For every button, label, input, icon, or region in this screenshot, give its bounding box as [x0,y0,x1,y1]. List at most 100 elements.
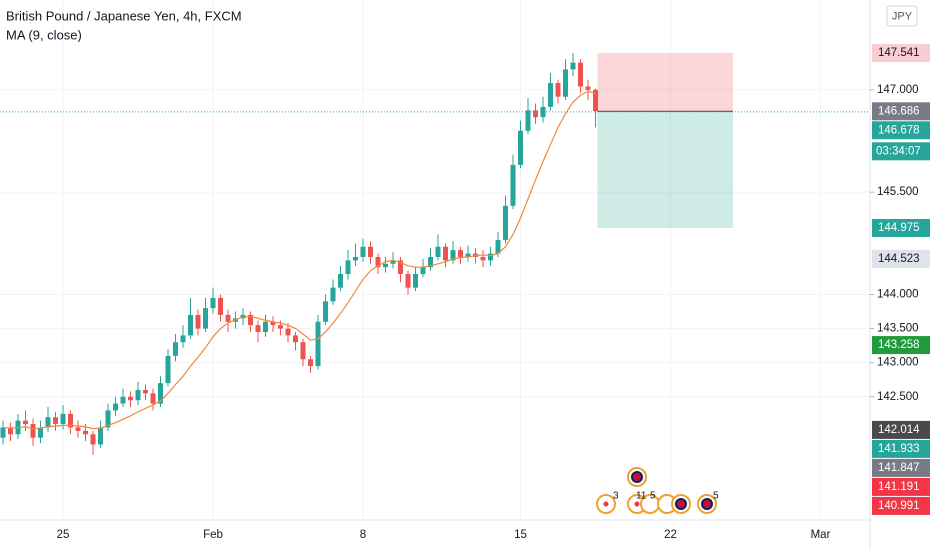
price-label-box [872,420,930,439]
price-label: 140.991 [878,500,920,512]
price-label-box [872,121,930,140]
candle-body [345,260,351,275]
candle-body [113,403,118,411]
price-label-box [872,249,930,268]
currency-badge[interactable] [886,5,918,27]
candle-body [225,314,231,322]
candle-body [443,246,448,261]
candle-body [60,413,66,425]
candle-body [68,413,73,428]
y-tick-label: 143.000 [877,357,919,369]
candle-body [510,164,516,206]
candle-body [353,256,358,261]
candle-body [165,355,171,384]
candle-body [38,427,43,438]
candle-body [53,417,58,425]
candle-body [495,239,501,254]
x-tick-label: 22 [664,529,677,541]
x-tick-label: 15 [514,529,527,541]
candle-body [525,110,531,131]
candle-body [398,260,403,275]
event-count: 5 [650,491,656,502]
price-label-box [872,336,930,355]
event-count: 3 [613,491,619,502]
price-label: 144.523 [878,253,920,265]
chart-title: British Pound / Japanese Yen, 4h, FXCM [6,8,242,23]
candle-body [465,253,471,257]
price-label-box [872,458,930,477]
price-label: 142.014 [878,424,920,436]
events: 3 11 5 5 [596,467,719,514]
candle-body [135,389,141,401]
candle-body [518,130,523,165]
candle-body [555,83,561,97]
candle-body [293,335,298,343]
candle-body [480,256,486,261]
price-label: 146.686 [878,105,920,117]
candle-body [255,325,261,332]
price-label-box [872,496,930,515]
price-label-box [872,477,930,496]
candle-body [278,325,283,329]
candle-body [210,297,216,309]
price-label-box [872,439,930,458]
price-label: 146.678 [878,124,920,136]
price-label: 141.847 [878,462,920,474]
candle-body [300,342,306,360]
candle-body [323,301,328,322]
candle-body [435,246,441,257]
y-tick-label: 145.500 [877,186,919,198]
event-dot [603,501,609,507]
candle-body [330,287,336,302]
y-tick-label: 143.500 [877,323,919,335]
price-label-box [872,102,930,121]
candle-body [8,427,13,435]
countdown-box [872,142,930,161]
candle-body [428,256,433,268]
candle-body [368,246,373,257]
price-label: 147.541 [878,47,920,59]
candle-body [375,256,381,268]
price-label: 143.258 [878,339,920,351]
candle-body [120,396,126,404]
candle-body [405,274,411,288]
target-zone[interactable] [597,111,734,228]
y-tick-label: 142.500 [877,391,919,403]
y-tick-label: 147.000 [877,84,919,96]
candle-body [503,205,508,240]
candle-body [338,274,343,288]
candle-body [45,417,51,428]
candle-body [420,267,426,275]
candle-body [180,335,186,343]
candle-body [548,83,553,107]
x-tick-label: 8 [360,529,366,541]
candle-body [263,321,268,332]
x-tick-label: Feb [203,529,223,541]
candle-body [83,430,88,435]
candle-body [158,383,163,404]
candle-body [203,308,208,329]
y-tick-label: 144.000 [877,289,919,301]
stop-zone[interactable] [597,52,734,112]
candle-body [150,393,156,404]
candle-body [390,260,396,264]
candle-body [308,359,313,367]
candle-body [75,427,81,431]
candle-body [90,434,96,445]
candle-body [128,396,133,401]
candle-body [563,69,568,97]
candle-body [285,328,291,336]
candle-body [98,427,103,445]
candle-body [413,274,418,288]
price-label: 144.975 [878,222,920,234]
price-label-box [872,43,930,62]
candle-body [315,321,321,367]
candle-body [270,321,276,326]
candle-body [450,250,456,261]
event-dot [634,501,640,507]
x-tick-label: 25 [57,529,70,541]
candle-body [593,89,598,112]
candle-body [570,62,576,70]
